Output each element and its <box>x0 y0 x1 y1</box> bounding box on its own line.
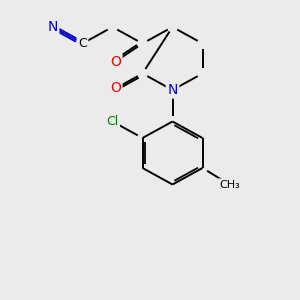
Text: N: N <box>47 20 58 34</box>
Text: C: C <box>78 37 87 50</box>
Text: CH₃: CH₃ <box>219 179 240 190</box>
Text: O: O <box>110 55 121 68</box>
Text: N: N <box>167 83 178 97</box>
Text: O: O <box>110 82 121 95</box>
Text: Cl: Cl <box>106 115 119 128</box>
